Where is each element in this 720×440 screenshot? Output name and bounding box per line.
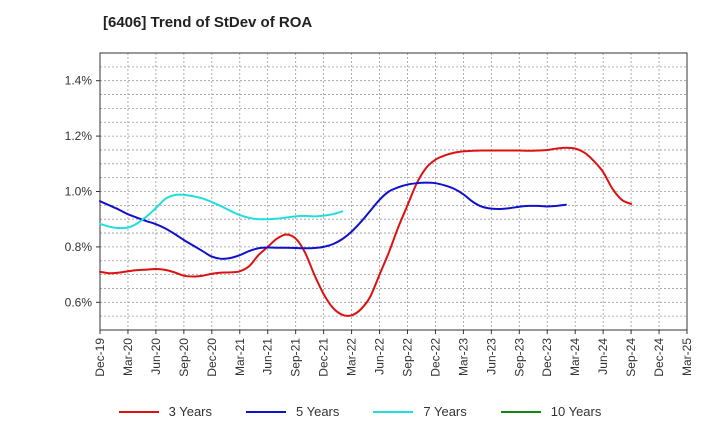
y-tick-label: 1.0% bbox=[65, 185, 93, 199]
y-tick-label: 0.6% bbox=[65, 295, 93, 309]
series-line-7-years bbox=[99, 193, 344, 230]
x-tick-label: Mar-22 bbox=[345, 338, 359, 376]
x-tick-label: Mar-21 bbox=[233, 338, 247, 376]
x-tick-label: Dec-21 bbox=[317, 338, 331, 377]
x-tick-label: Mar-25 bbox=[680, 338, 694, 376]
legend-item-3-years: 3 Years bbox=[118, 404, 212, 419]
legend-swatch bbox=[246, 410, 286, 413]
legend: 3 Years 5 Years 7 Years 10 Years bbox=[0, 404, 720, 419]
x-tick-label: Dec-22 bbox=[428, 338, 442, 377]
x-tick-label: Mar-20 bbox=[121, 338, 135, 376]
y-tick-label: 1.2% bbox=[65, 129, 93, 143]
x-tick-label: Jun-21 bbox=[261, 338, 275, 375]
legend-label: 5 Years bbox=[296, 404, 340, 419]
legend-swatch bbox=[118, 410, 159, 413]
legend-swatch bbox=[500, 410, 541, 413]
legend-label: 7 Years bbox=[423, 404, 467, 419]
x-tick-label: Dec-24 bbox=[652, 338, 666, 377]
series-line-3-years bbox=[99, 146, 633, 317]
chart-title: [6406] Trend of StDev of ROA bbox=[103, 14, 313, 31]
x-tick-label: Mar-23 bbox=[456, 338, 470, 376]
x-tick-label: Sep-22 bbox=[400, 338, 414, 377]
legend-swatch bbox=[373, 410, 414, 413]
legend-item-7-years: 7 Years bbox=[373, 404, 467, 419]
x-tick-label: Sep-24 bbox=[624, 338, 638, 377]
legend-label: 3 Years bbox=[168, 404, 212, 419]
x-tick-label: Sep-21 bbox=[289, 338, 303, 377]
legend-item-5-years: 5 Years bbox=[246, 404, 339, 419]
x-tick-label: Mar-24 bbox=[568, 338, 582, 376]
x-tick-label: Dec-23 bbox=[540, 338, 554, 377]
x-tick-label: Jun-23 bbox=[484, 338, 498, 375]
legend-item-10-years: 10 Years bbox=[500, 404, 602, 419]
x-tick-label: Jun-22 bbox=[373, 338, 387, 375]
x-tick-label: Dec-19 bbox=[93, 338, 107, 377]
series-line-5-years bbox=[99, 181, 567, 260]
y-tick-label: 1.4% bbox=[65, 74, 93, 88]
x-tick-label: Jun-24 bbox=[596, 338, 610, 375]
x-tick-label: Dec-20 bbox=[205, 338, 219, 377]
y-tick-label: 0.8% bbox=[65, 240, 93, 254]
x-tick-label: Jun-20 bbox=[149, 338, 163, 375]
legend-label: 10 Years bbox=[550, 404, 602, 419]
x-tick-label: Sep-23 bbox=[512, 338, 526, 377]
x-tick-label: Sep-20 bbox=[177, 338, 191, 377]
